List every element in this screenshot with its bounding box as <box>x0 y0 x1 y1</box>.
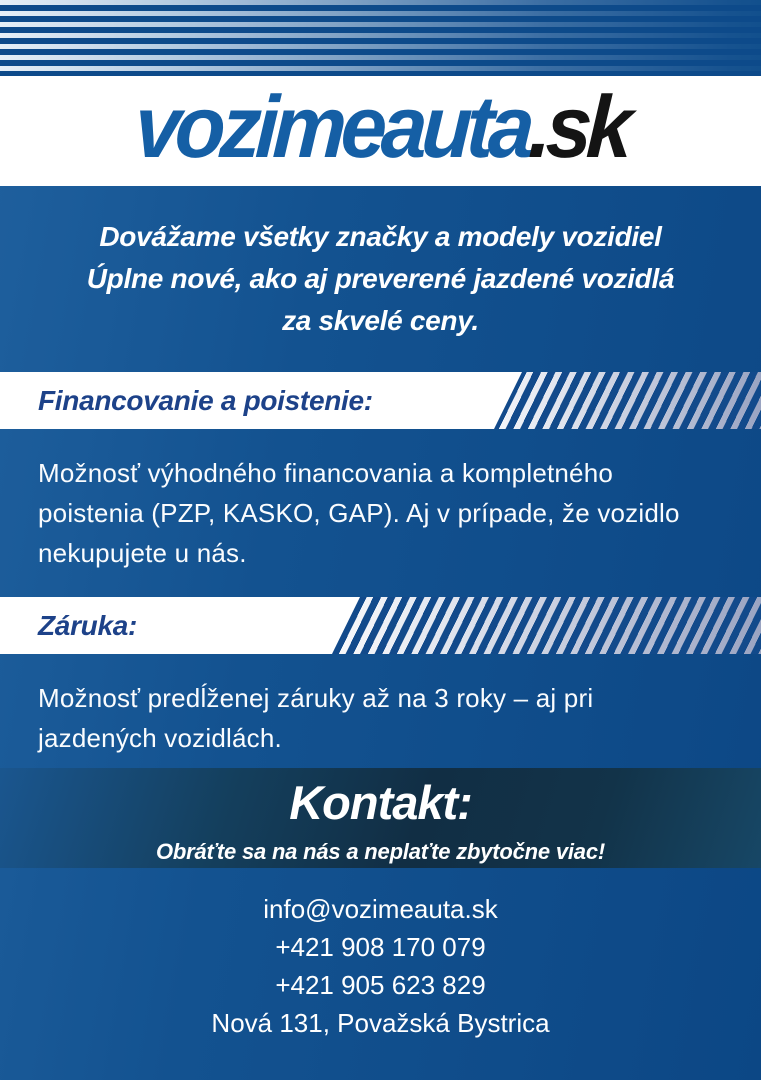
paragraph-line: Možnosť výhodného financovania a komplet… <box>38 458 614 488</box>
financing-paragraph: Možnosť výhodného financovania a komplet… <box>0 429 761 597</box>
intro-line: za skvelé ceny. <box>282 305 479 336</box>
paragraph-line: nekupujete u nás. <box>38 538 247 568</box>
intro-claim: Dovážame všetky značky a modely vozidiel… <box>0 186 761 372</box>
banner-label-background <box>0 372 522 429</box>
intro-line: Úplne nové, ako aj preverené jazdené voz… <box>86 263 675 294</box>
warranty-paragraph: Možnosť predĺženej záruky až na 3 roky –… <box>0 654 761 768</box>
contact-tagline: Obráťte sa na nás a neplaťte zbytočne vi… <box>156 839 605 864</box>
paragraph-line: poistenia (PZP, KASKO, GAP). Aj v prípad… <box>38 498 680 528</box>
brand-logo-primary: vozimeauta <box>132 77 532 176</box>
banner-label-background <box>0 597 360 654</box>
diagonal-stripes-decoration <box>301 597 761 654</box>
brand-logo-suffix: .sk <box>526 77 630 176</box>
contact-phone-2: +421 905 623 829 <box>275 970 486 1000</box>
contact-band: Kontakt: Obráťte sa na nás a neplaťte zb… <box>0 768 761 868</box>
logo-band: vozimeauta.sk <box>0 76 761 186</box>
contact-heading: Kontakt: <box>289 776 473 829</box>
paragraph-line: jazdených vozidlách. <box>38 723 282 753</box>
contact-phone-1: +421 908 170 079 <box>275 932 486 962</box>
top-stripes-decoration <box>0 0 761 76</box>
banner-financing-title: Financovanie a poistenie: <box>38 384 373 416</box>
banner-warranty: Záruka: <box>0 597 761 654</box>
banner-financing: Financovanie a poistenie: <box>0 372 761 429</box>
contact-email: info@vozimeauta.sk <box>263 894 498 924</box>
contact-address: Nová 131, Považská Bystrica <box>211 1008 550 1038</box>
contact-details: info@vozimeauta.sk +421 908 170 079 +421… <box>0 868 761 1080</box>
banner-warranty-title: Záruka: <box>38 609 138 641</box>
intro-line: Dovážame všetky značky a modely vozidiel <box>99 221 662 252</box>
paragraph-line: Možnosť predĺženej záruky až na 3 roky –… <box>38 683 594 713</box>
brand-logo: vozimeauta.sk <box>132 77 629 179</box>
